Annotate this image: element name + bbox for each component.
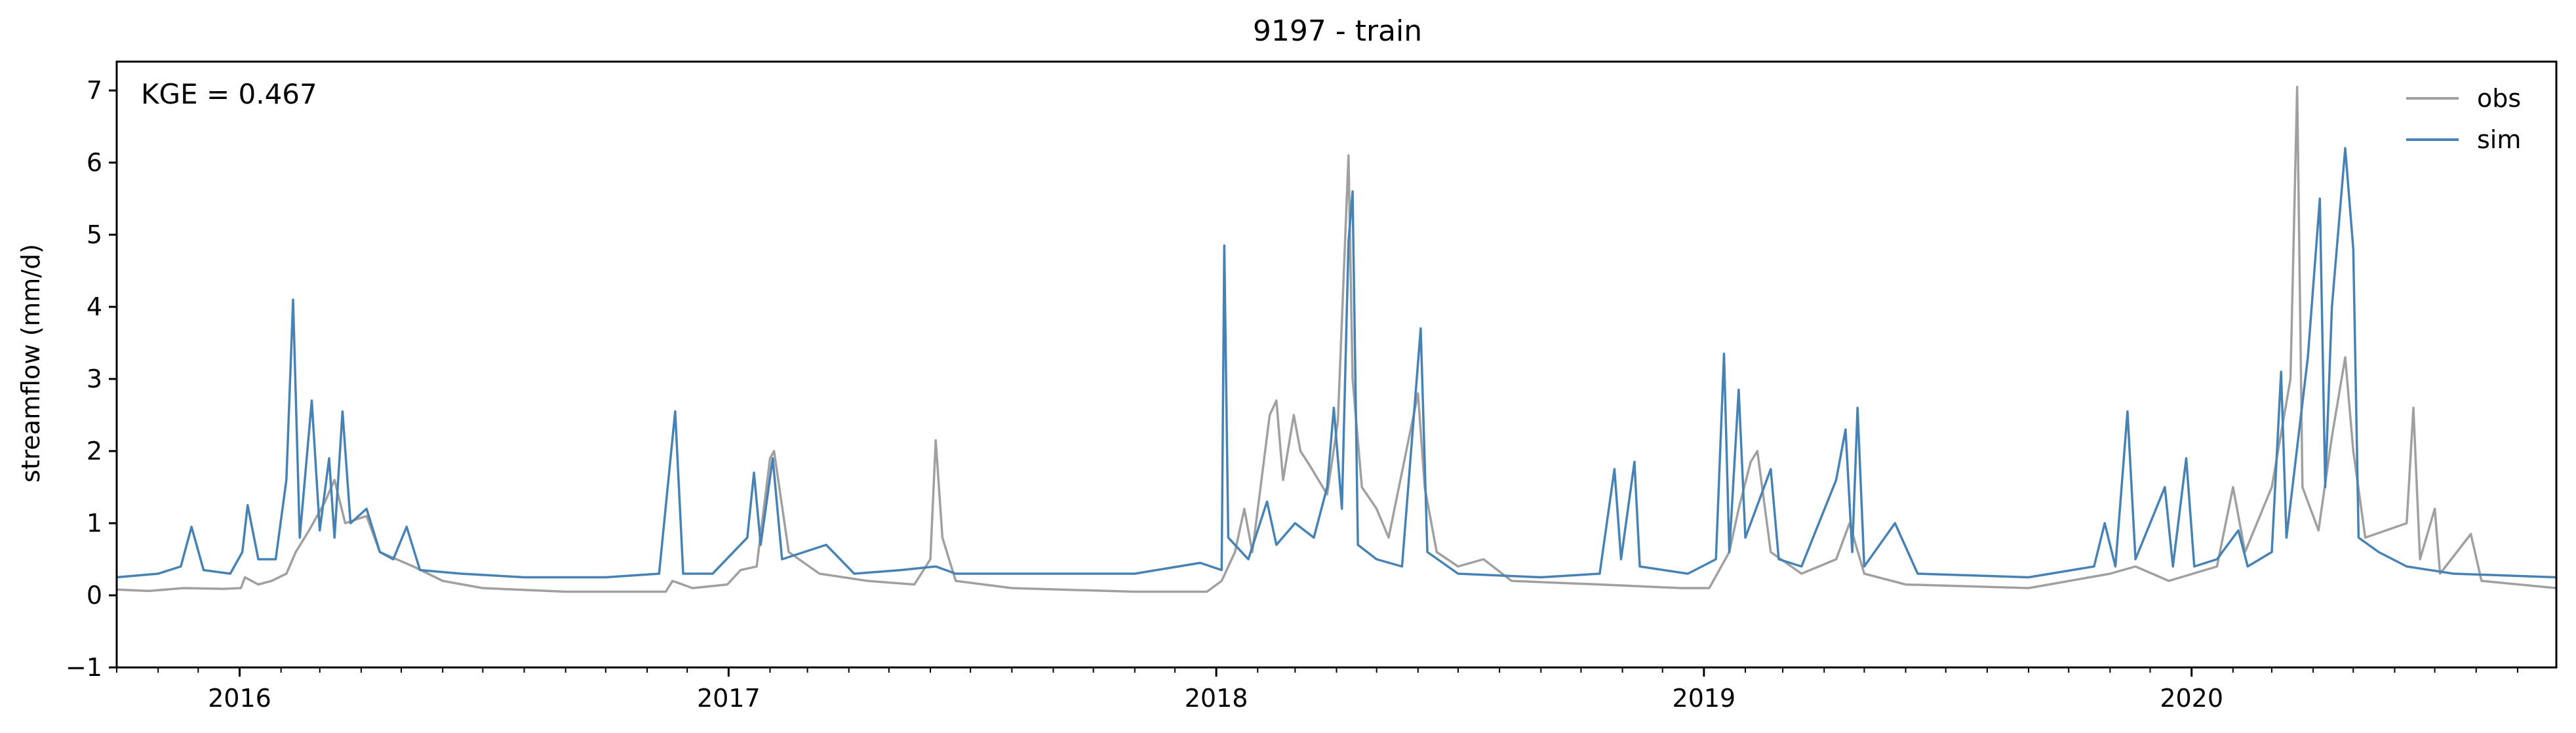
x-tick-label: 2020: [2160, 684, 2223, 713]
y-tick-label: 2: [87, 437, 102, 466]
legend-label-obs: obs: [2477, 84, 2521, 113]
sim-series-line: [116, 147, 2557, 579]
y-axis-ticks: −1 0 1 2 3 4 5 6 7: [66, 76, 117, 682]
y-tick-label: 1: [87, 509, 102, 538]
x-tick-label: 2018: [1185, 684, 1248, 713]
x-axis-ticks: 2016 2017 2018 2019 2020: [208, 667, 2223, 713]
series-lines: [116, 85, 2557, 593]
legend: obs sim: [2406, 84, 2521, 154]
x-tick-label: 2019: [1673, 684, 1736, 713]
y-tick-label: 0: [87, 581, 102, 610]
y-tick-label: 5: [87, 220, 102, 249]
y-tick-label: −1: [66, 653, 102, 682]
legend-label-sim: sim: [2477, 125, 2521, 154]
y-tick-label: 7: [87, 76, 102, 105]
chart-title: 9197 - train: [1253, 14, 1422, 48]
y-tick-label: 4: [87, 292, 102, 321]
y-axis-label: streamflow (mm/d): [16, 244, 45, 483]
kge-annotation: KGE = 0.467: [141, 78, 317, 110]
y-tick-label: 6: [87, 148, 102, 177]
plot-frame: [115, 60, 2558, 669]
plot-area: −1 0 1 2 3 4 5 6 7 2016 2017 2018 2019 2020: [66, 60, 2558, 713]
y-tick-label: 3: [87, 365, 102, 393]
x-tick-label: 2016: [208, 684, 271, 713]
x-tick-label: 2017: [697, 684, 761, 713]
